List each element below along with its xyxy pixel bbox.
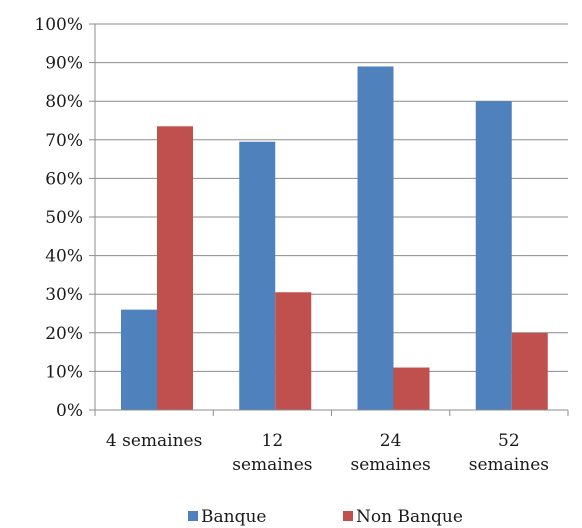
y-tick-label-80: 80%: [45, 92, 83, 112]
y-tick-label-90: 90%: [45, 54, 83, 74]
legend-label-non-banque: Non Banque: [356, 507, 463, 527]
bar-banque-3: [475, 101, 512, 410]
bar-non-banque-2: [393, 367, 430, 410]
y-tick-label-40: 40%: [45, 247, 83, 267]
y-tick-label-100: 100%: [34, 15, 83, 35]
bars: [121, 66, 548, 411]
legend: Banque Non Banque: [188, 507, 463, 527]
legend-swatch-banque: [188, 511, 198, 521]
bar-banque-1: [239, 141, 276, 411]
x-axis-category-labels: 4 semaines 12 semaines 24 semaines 52 semaines: [106, 431, 549, 475]
x-category-label-1-line-1: semaines: [232, 455, 312, 475]
y-axis-tick-labels: 0% 10% 20% 30% 40% 50% 60% 70% 80% 90% 100%: [34, 15, 83, 421]
bar-non-banque-3: [511, 332, 548, 410]
legend-swatch-non-banque: [343, 511, 353, 521]
x-category-label-3-line-0: 52: [498, 431, 520, 451]
y-tick-label-70: 70%: [45, 131, 83, 151]
bar-non-banque-0: [157, 126, 193, 410]
x-category-label-2-line-1: semaines: [351, 455, 431, 475]
y-tick-label-30: 30%: [45, 285, 83, 305]
y-tick-label-0: 0%: [56, 401, 83, 421]
x-category-label-2-line-0: 24: [380, 431, 402, 451]
bar-banque-2: [357, 66, 394, 411]
axes: [89, 23, 569, 416]
x-category-label-1-line-0: 12: [262, 431, 284, 451]
legend-label-banque: Banque: [201, 507, 266, 527]
y-tick-label-10: 10%: [45, 362, 83, 382]
x-category-label-0-line-0: 4 semaines: [106, 431, 202, 451]
y-tick-label-60: 60%: [45, 169, 83, 189]
y-tick-label-50: 50%: [45, 208, 83, 228]
y-tick-label-20: 20%: [45, 324, 83, 344]
x-category-label-3-line-1: semaines: [469, 455, 549, 475]
bar-non-banque-1: [275, 292, 312, 410]
bar-banque-0: [121, 309, 157, 410]
